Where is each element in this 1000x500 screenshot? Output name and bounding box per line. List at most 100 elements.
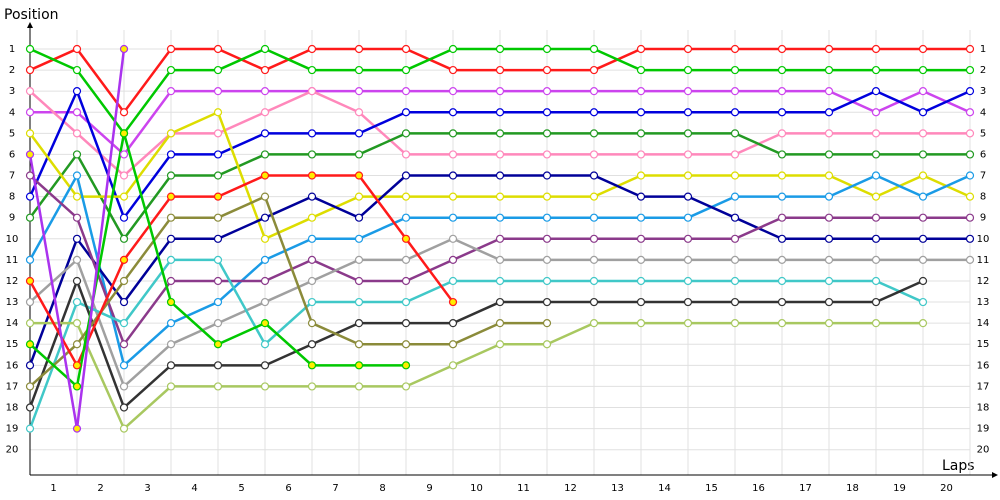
point — [166, 319, 176, 328]
point — [965, 213, 975, 222]
point — [260, 234, 270, 243]
y-tick-label: 17 — [6, 381, 19, 392]
point — [213, 65, 223, 75]
point — [448, 340, 458, 349]
point — [777, 65, 787, 75]
point — [918, 87, 928, 96]
point — [542, 65, 552, 75]
point — [25, 108, 35, 117]
point — [307, 276, 317, 286]
point — [260, 192, 270, 201]
point — [213, 297, 223, 307]
point — [730, 297, 740, 307]
point — [354, 382, 364, 391]
point — [72, 297, 82, 307]
point — [730, 276, 740, 286]
point — [119, 276, 129, 286]
point — [636, 108, 646, 117]
point — [683, 150, 693, 159]
y-tick-label-right: 7 — [980, 171, 986, 182]
point — [307, 382, 317, 391]
point — [25, 65, 35, 75]
x-tick-label: 4 — [191, 483, 197, 494]
point — [166, 382, 176, 391]
x-tick-label: 13 — [611, 483, 624, 494]
point — [542, 319, 552, 328]
y-tick-label: 20 — [6, 445, 19, 456]
point — [448, 213, 458, 222]
point — [636, 65, 646, 75]
point — [448, 108, 458, 117]
point — [730, 108, 740, 117]
point — [260, 297, 270, 307]
point — [824, 213, 834, 222]
y-tick-label: 9 — [9, 213, 15, 224]
point — [72, 129, 82, 138]
point — [918, 297, 928, 307]
point — [542, 340, 552, 349]
y-axis-arrow — [27, 22, 33, 28]
y-tick-label: 5 — [9, 128, 15, 139]
point — [777, 297, 787, 307]
point — [307, 150, 317, 159]
point — [965, 44, 975, 54]
y-tick-label-right: 8 — [980, 192, 986, 203]
point — [166, 276, 176, 286]
point — [918, 319, 928, 328]
point — [401, 361, 411, 370]
point — [260, 129, 270, 138]
point — [965, 65, 975, 75]
point — [72, 192, 82, 201]
y-tick-label: 11 — [6, 255, 19, 266]
point — [448, 361, 458, 370]
point — [401, 108, 411, 117]
x-tick-label: 3 — [144, 483, 150, 494]
point — [495, 192, 505, 201]
point — [683, 129, 693, 138]
point — [730, 150, 740, 159]
point — [730, 213, 740, 222]
point — [448, 297, 458, 307]
point — [589, 213, 599, 222]
y-tick-label-right: 9 — [980, 213, 986, 224]
point — [730, 129, 740, 138]
point — [965, 171, 975, 180]
point — [495, 255, 505, 264]
x-tick-label: 19 — [893, 483, 906, 494]
y-tick-label-right: 19 — [977, 424, 990, 435]
series-line — [28, 277, 924, 410]
point — [213, 192, 223, 201]
point — [307, 44, 317, 54]
y-tick-label-right: 18 — [977, 403, 990, 414]
point — [119, 192, 129, 201]
y-tick-label: 18 — [6, 403, 19, 414]
point — [72, 108, 82, 117]
y-tick-label: 16 — [6, 360, 19, 371]
point — [495, 213, 505, 222]
point — [260, 87, 270, 96]
point — [25, 276, 35, 286]
point — [401, 340, 411, 349]
point — [260, 213, 270, 222]
point — [824, 65, 834, 75]
point — [730, 65, 740, 75]
point — [401, 297, 411, 307]
point — [589, 276, 599, 286]
point — [72, 276, 82, 286]
point — [166, 234, 176, 243]
point — [730, 234, 740, 243]
point — [401, 65, 411, 75]
point — [918, 255, 928, 264]
point — [260, 319, 270, 328]
x-axis-title: Laps — [942, 458, 975, 474]
point — [777, 150, 787, 159]
point — [260, 171, 270, 180]
point — [918, 150, 928, 159]
point — [777, 108, 787, 117]
point — [636, 129, 646, 138]
point — [307, 297, 317, 307]
point — [636, 150, 646, 159]
point — [25, 403, 35, 412]
point — [401, 150, 411, 159]
